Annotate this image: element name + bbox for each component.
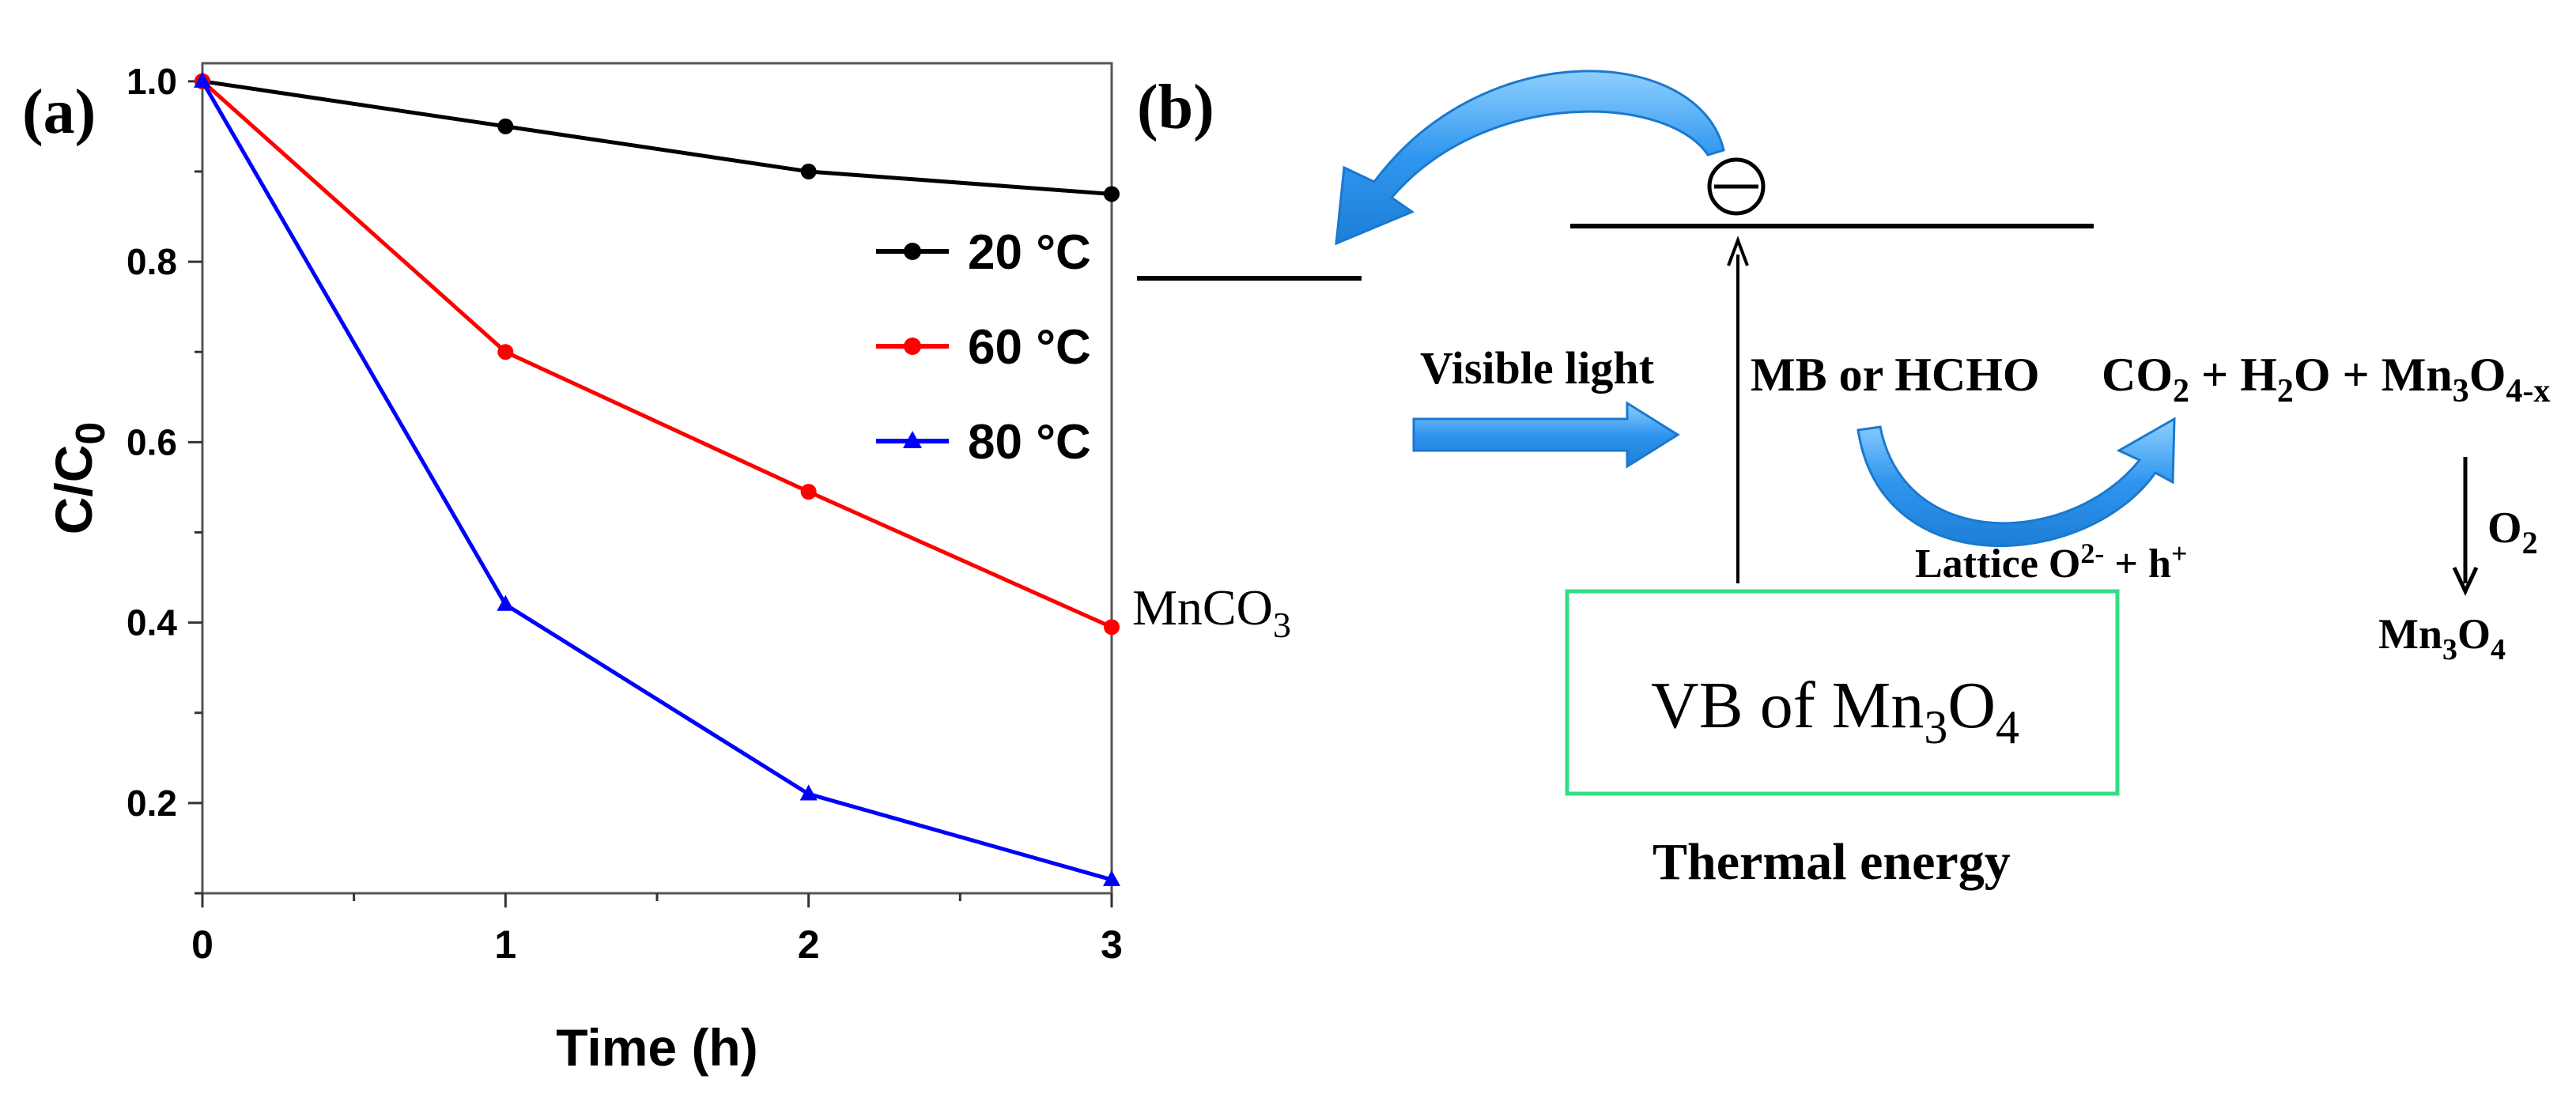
x-tick-label: 0: [191, 922, 213, 967]
data-point-20: [1104, 186, 1120, 202]
data-point-80: [194, 71, 211, 88]
reactant-label: MB or HCHO: [1751, 349, 2040, 401]
legend-marker-20: [904, 243, 921, 260]
vb-box: [1565, 589, 2120, 796]
data-point-60: [800, 484, 817, 500]
x-tick-label: 2: [798, 922, 820, 967]
data-point-60: [1104, 619, 1120, 636]
visible-light-label: Visible light: [1420, 342, 1655, 394]
data-point-80: [799, 784, 818, 801]
chart-legend: 20 °C 60 °C 80 °C: [876, 225, 1091, 470]
thermal-energy-label: Thermal energy: [1652, 833, 2011, 891]
legend-marker-60: [904, 338, 921, 355]
o2-arrow: [2452, 457, 2479, 596]
electron-symbol: [1707, 157, 1766, 216]
y-axis-label: C/C0: [44, 422, 114, 535]
reaction-arrow: [1856, 417, 2176, 548]
mnco3-label: MnCO3: [1132, 579, 1291, 645]
legend-label-20: 20 °C: [968, 225, 1091, 280]
panel-b: (b) Visible light MB or HCHO CO2 + H2O +…: [1132, 70, 2550, 891]
x-tick-label: 1: [494, 922, 516, 967]
x-axis-label: Time (h): [556, 1018, 757, 1077]
data-point-60: [497, 344, 514, 360]
data-point-80: [497, 594, 515, 611]
panel-a: (a) 0 1 2 30.20.40.60.81.0 20 °C60 °C80 °C …: [22, 61, 1123, 1077]
axis-ticks: 0 1 2 3 0.2 0.4 0.6 0.8 1.0: [127, 61, 1123, 967]
panel-a-label: (a): [22, 77, 96, 147]
series-line-80: [200, 80, 1112, 882]
y-tick-label: 0.6: [127, 421, 177, 462]
products-label: CO2 + H2O + Mn3O4-x: [2102, 349, 2550, 409]
data-point-80: [1103, 870, 1120, 886]
electron-transfer-arrow: [1335, 70, 1725, 246]
data-point-20: [497, 118, 514, 134]
mn3o4-label: Mn3O4: [2378, 610, 2506, 666]
x-tick-label: 3: [1101, 922, 1123, 967]
series-line-20: [202, 79, 1112, 196]
panel-b-label: (b): [1137, 73, 1214, 142]
o2-label: O2: [2487, 504, 2538, 560]
legend-label-60: 60 °C: [968, 320, 1091, 375]
lattice-label: Lattice O2- + h+: [1915, 538, 2187, 587]
y-tick-label: 0.2: [127, 783, 177, 824]
data-point-20: [800, 163, 817, 179]
legend-marker-80: [903, 431, 922, 448]
y-tick-label: 0.8: [127, 241, 177, 282]
excitation-arrow: [1727, 236, 1749, 583]
y-tick-label: 0.4: [127, 602, 177, 643]
vb-label: VB of Mn3O4: [1651, 669, 2019, 753]
legend-label-80: 80 °C: [968, 415, 1091, 470]
plot-series: [194, 71, 1120, 886]
plot-frame: [201, 62, 1113, 895]
series-line-60: [201, 79, 1113, 629]
visible-light-arrow: [1412, 401, 1680, 469]
y-tick-label: 1.0: [127, 61, 177, 102]
